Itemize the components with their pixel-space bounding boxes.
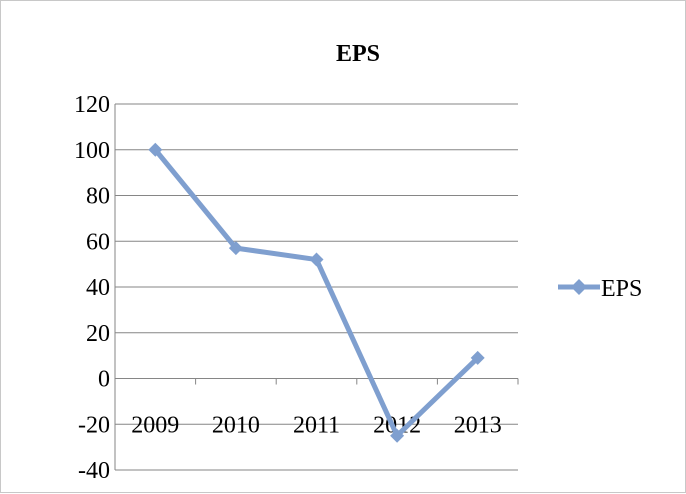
y-tick-label: 80 <box>86 184 110 210</box>
y-tick-label: 20 <box>86 321 110 347</box>
data-point-marker <box>148 142 163 157</box>
y-tick-label: 0 <box>98 367 110 393</box>
y-tick-label: 40 <box>86 275 110 301</box>
gridlines <box>114 103 518 471</box>
legend-label: EPS <box>601 276 642 302</box>
x-axis <box>114 378 519 385</box>
legend-marker-diamond <box>571 279 587 295</box>
y-tick-label: -20 <box>78 412 110 438</box>
y-tick-label: 120 <box>74 92 110 118</box>
y-tick-label: 100 <box>74 138 110 164</box>
series-line <box>153 148 480 439</box>
x-tick-label: 2010 <box>212 412 260 438</box>
y-tick-label: -40 <box>78 458 110 484</box>
x-axis-ticks: 2009 2010 2011 2012 2013 <box>131 412 501 438</box>
legend: EPS <box>558 276 642 302</box>
x-tick-label: 2011 <box>293 412 340 438</box>
chart-title: EPS <box>336 41 380 67</box>
data-point-marker <box>470 350 485 365</box>
series-eps <box>148 142 485 443</box>
y-axis-ticks: 120 100 80 60 40 20 0 -20 -40 <box>74 92 110 484</box>
y-tick-label: 60 <box>86 229 110 255</box>
x-tick-label: 2009 <box>131 412 179 438</box>
x-tick-label: 2013 <box>454 412 502 438</box>
data-point-marker <box>228 241 243 256</box>
data-point-marker <box>390 428 405 443</box>
